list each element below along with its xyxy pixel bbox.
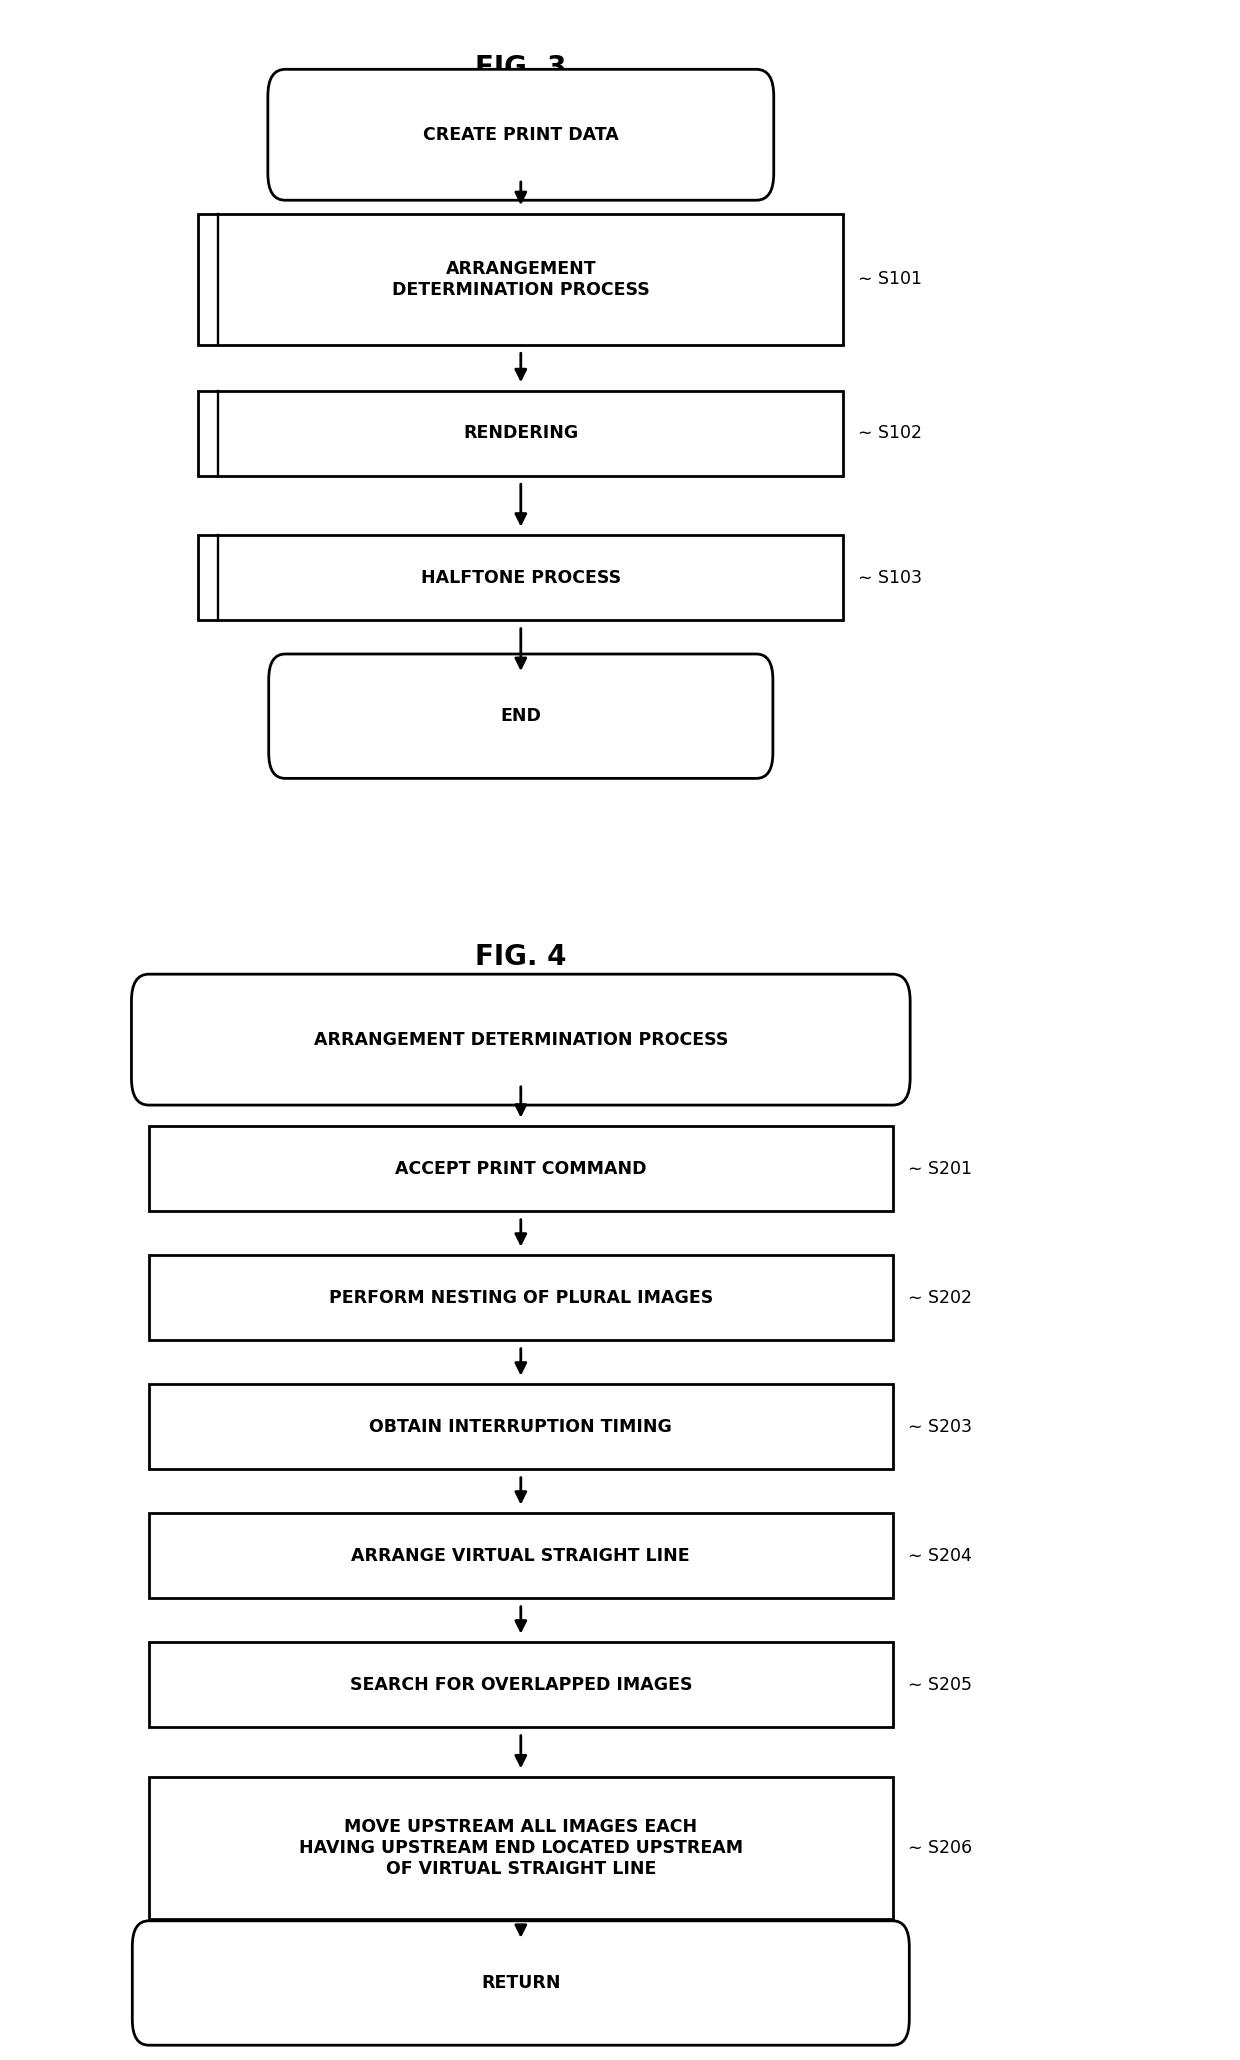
Bar bbox=[198, 214, 843, 344]
Text: RENDERING: RENDERING bbox=[464, 424, 578, 443]
Text: ∼ S202: ∼ S202 bbox=[908, 1290, 972, 1306]
Text: HALFTONE PROCESS: HALFTONE PROCESS bbox=[420, 569, 621, 587]
Text: END: END bbox=[501, 707, 541, 725]
Text: ∼ S205: ∼ S205 bbox=[908, 1675, 972, 1693]
Bar bbox=[149, 1778, 893, 1920]
Text: ACCEPT PRINT COMMAND: ACCEPT PRINT COMMAND bbox=[396, 1160, 646, 1178]
Text: FIG. 4: FIG. 4 bbox=[475, 943, 567, 972]
Text: PERFORM NESTING OF PLURAL IMAGES: PERFORM NESTING OF PLURAL IMAGES bbox=[329, 1290, 713, 1306]
Text: MOVE UPSTREAM ALL IMAGES EACH
HAVING UPSTREAM END LOCATED UPSTREAM
OF VIRTUAL ST: MOVE UPSTREAM ALL IMAGES EACH HAVING UPS… bbox=[299, 1819, 743, 1879]
FancyBboxPatch shape bbox=[268, 70, 774, 200]
Bar bbox=[149, 1255, 893, 1339]
Text: ∼ S102: ∼ S102 bbox=[858, 424, 923, 443]
FancyBboxPatch shape bbox=[269, 653, 773, 779]
Text: ∼ S203: ∼ S203 bbox=[908, 1417, 972, 1436]
Text: ARRANGEMENT DETERMINATION PROCESS: ARRANGEMENT DETERMINATION PROCESS bbox=[314, 1030, 728, 1049]
Bar bbox=[149, 1642, 893, 1726]
Text: ∼ S201: ∼ S201 bbox=[908, 1160, 972, 1178]
Text: ARRANGE VIRTUAL STRAIGHT LINE: ARRANGE VIRTUAL STRAIGHT LINE bbox=[351, 1547, 691, 1566]
Bar bbox=[198, 391, 843, 476]
Text: ARRANGEMENT
DETERMINATION PROCESS: ARRANGEMENT DETERMINATION PROCESS bbox=[392, 260, 650, 299]
Text: OBTAIN INTERRUPTION TIMING: OBTAIN INTERRUPTION TIMING bbox=[370, 1417, 672, 1436]
Text: ∼ S101: ∼ S101 bbox=[858, 270, 923, 288]
Bar bbox=[198, 536, 843, 620]
Text: FIG. 3: FIG. 3 bbox=[475, 54, 567, 82]
FancyBboxPatch shape bbox=[131, 974, 910, 1104]
Bar bbox=[149, 1384, 893, 1469]
Bar bbox=[149, 1127, 893, 1211]
Bar bbox=[149, 1514, 893, 1599]
Text: ∼ S103: ∼ S103 bbox=[858, 569, 923, 587]
Text: CREATE PRINT DATA: CREATE PRINT DATA bbox=[423, 126, 619, 144]
Text: RETURN: RETURN bbox=[481, 1973, 560, 1992]
FancyBboxPatch shape bbox=[133, 1920, 909, 2046]
Text: SEARCH FOR OVERLAPPED IMAGES: SEARCH FOR OVERLAPPED IMAGES bbox=[350, 1675, 692, 1693]
Text: ∼ S206: ∼ S206 bbox=[908, 1840, 972, 1858]
Text: ∼ S204: ∼ S204 bbox=[908, 1547, 972, 1566]
